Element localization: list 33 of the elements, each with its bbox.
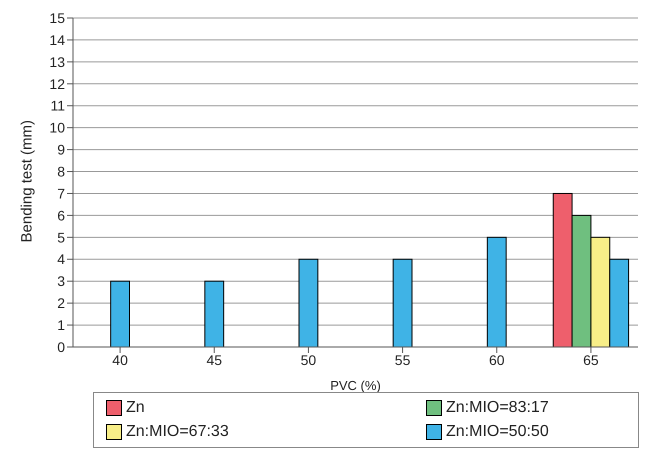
x-tick-label: 45	[206, 352, 222, 368]
y-tick-label: 11	[50, 98, 66, 114]
y-tick-label: 4	[57, 251, 66, 268]
y-tick-label: 9	[57, 142, 66, 158]
y-tick-label: 6	[57, 207, 66, 224]
y-tick-label: 7	[57, 185, 66, 202]
legend-label: Zn:MIO=67:33	[126, 423, 229, 441]
x-tick-label: 50	[300, 352, 316, 368]
x-tick-label: 40	[112, 352, 128, 368]
y-tick-label: 8	[57, 164, 66, 180]
legend-label: Zn:MIO=50:50	[446, 423, 549, 441]
y-tick-label: 0	[57, 338, 66, 355]
y-tick-label: 2	[57, 295, 66, 312]
bar	[392, 258, 412, 347]
y-tick-label: 12	[49, 76, 66, 92]
y-tick-label: 5	[57, 229, 66, 246]
legend-label: Zn	[126, 399, 145, 417]
bar	[486, 236, 507, 347]
y-tick-label: 14	[49, 32, 66, 48]
y-tick-label: 10	[49, 120, 66, 136]
x-tick-label: 55	[394, 352, 411, 368]
bar	[204, 280, 224, 347]
y-tick-label: 15	[49, 10, 66, 26]
x-tick-label: 65	[583, 352, 599, 368]
y-tick-label: 13	[49, 54, 66, 70]
x-tick-label: 60	[488, 352, 505, 368]
legend-label: Zn:MIO=83:17	[446, 399, 549, 417]
y-tick-label: 3	[57, 273, 66, 290]
y-tick-label: 1	[57, 317, 66, 334]
x-axis-title: PVC (%)	[330, 378, 381, 393]
bar	[110, 280, 130, 347]
y-axis-title: Bending test (mm)	[18, 120, 36, 242]
bar	[298, 258, 318, 347]
